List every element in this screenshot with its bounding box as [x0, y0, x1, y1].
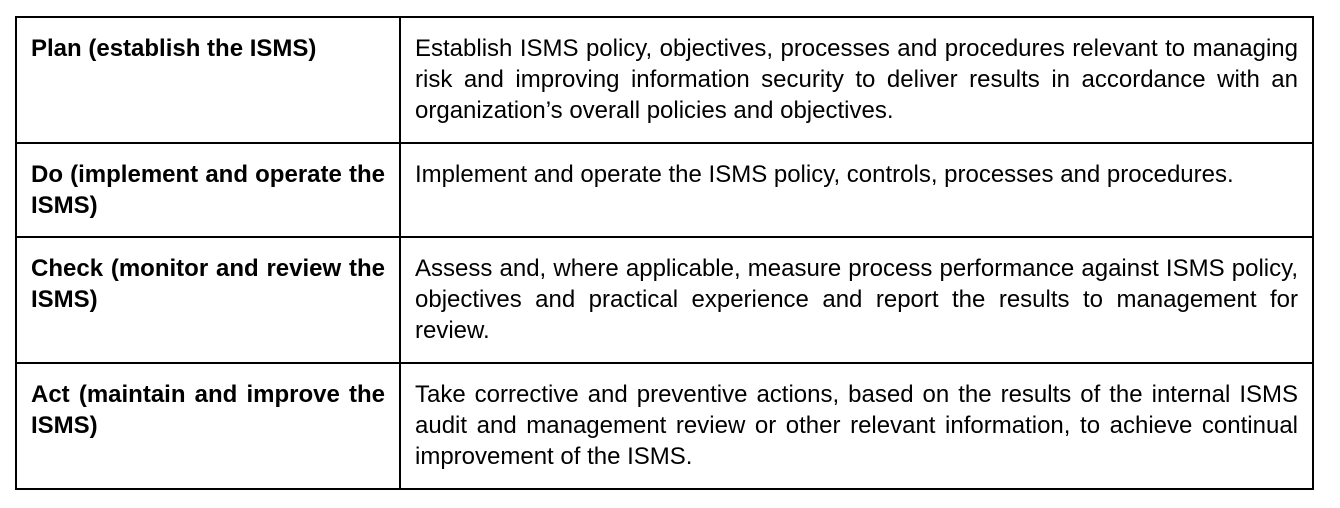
table-row-do: Do (implement and operate the ISMS) Impl…: [15, 142, 1314, 238]
pdca-table-body: Plan (establish the ISMS) Establish ISMS…: [15, 16, 1314, 490]
table-row-act: Act (maintain and improve the ISMS) Take…: [15, 362, 1314, 490]
description-cell-plan: Establish ISMS policy, objectives, proce…: [399, 16, 1314, 144]
description-cell-do: Implement and operate the ISMS policy, c…: [399, 142, 1314, 238]
table-row-plan: Plan (establish the ISMS) Establish ISMS…: [15, 16, 1314, 144]
table-row-check: Check (monitor and review the ISMS) Asse…: [15, 236, 1314, 364]
phase-cell-do: Do (implement and operate the ISMS): [15, 142, 401, 238]
pdca-table: Plan (establish the ISMS) Establish ISMS…: [15, 16, 1314, 490]
phase-cell-act: Act (maintain and improve the ISMS): [15, 362, 401, 490]
phase-cell-plan: Plan (establish the ISMS): [15, 16, 401, 144]
description-cell-act: Take corrective and preventive actions, …: [399, 362, 1314, 490]
phase-cell-check: Check (monitor and review the ISMS): [15, 236, 401, 364]
description-cell-check: Assess and, where applicable, measure pr…: [399, 236, 1314, 364]
